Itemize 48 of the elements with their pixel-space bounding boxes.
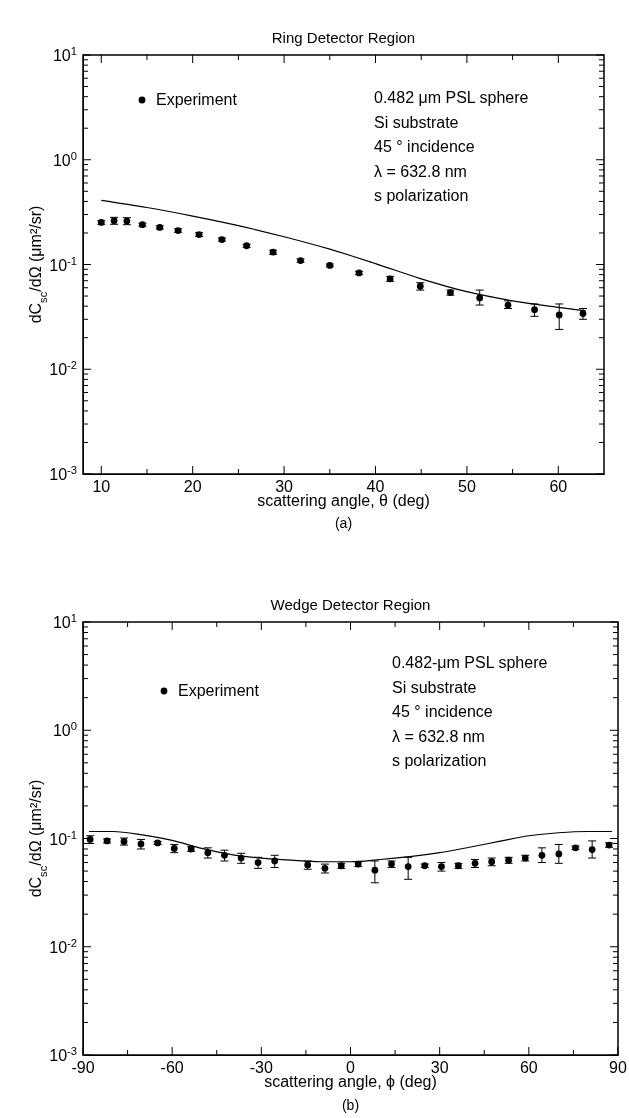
- legend-label: Experiment: [178, 682, 260, 699]
- annotation: λ = 632.8 nm: [392, 727, 485, 745]
- point: [555, 850, 563, 858]
- x-tick-label: 20: [183, 478, 202, 495]
- y-tick-label: 10$^{0}$: [52, 149, 77, 169]
- annotation: 45 ° incidence: [392, 703, 493, 720]
- x-tick-label: 40: [366, 478, 385, 495]
- x-tick-label: 90: [609, 1059, 627, 1076]
- point: [588, 846, 596, 853]
- text: (a): [334, 515, 353, 531]
- y-tick-label: 10$^{-3}$: [49, 464, 77, 483]
- legend: Experiment: [138, 91, 237, 108]
- annotation: Si substrate: [374, 113, 459, 131]
- x-tick-label: 30: [275, 478, 294, 495]
- x-tick-label: 60: [519, 1059, 538, 1076]
- y-tick-label: 10$^{1}$: [52, 612, 77, 631]
- x-axis-title: scattering angle, ϕ (deg): [264, 1073, 437, 1090]
- y-tick-label: 10$^{-2}$: [49, 359, 77, 379]
- annotation: 0.482-μm PSL sphere: [392, 654, 548, 671]
- x-tick-label: -30: [249, 1059, 273, 1076]
- x-tick-label: 50: [458, 478, 476, 495]
- legend: Experiment: [160, 682, 259, 699]
- x-axis-title: scattering angle, θ (deg): [257, 492, 430, 509]
- x-tick-label: 10: [92, 478, 111, 495]
- annotation: Si substrate: [392, 678, 477, 696]
- y-tick-label: 10$^{-1}$: [49, 254, 77, 274]
- annotation: 0.482 μm PSL sphere: [374, 89, 529, 106]
- text: (b): [341, 1097, 360, 1113]
- annotation: 45 ° incidence: [374, 138, 475, 155]
- point: [555, 311, 563, 319]
- chart-title: Ring Detector Region: [271, 29, 416, 46]
- annotation: s polarization: [392, 752, 487, 769]
- x-tick-label: 0: [346, 1059, 356, 1076]
- chart-title: Wedge Detector Region: [270, 596, 431, 613]
- y-tick-label: 10$^{1}$: [52, 45, 77, 64]
- annotation: s polarization: [374, 187, 469, 204]
- point: [371, 866, 379, 874]
- point: [538, 851, 546, 859]
- point: [404, 863, 412, 870]
- annotation: λ = 632.8 nm: [374, 162, 467, 180]
- y-tick-label: 10$^{0}$: [52, 720, 77, 740]
- x-tick-label: -60: [160, 1059, 184, 1076]
- x-tick-label: 60: [549, 478, 568, 495]
- legend-label: Experiment: [156, 91, 238, 108]
- y-tick-label: 10$^{-2}$: [49, 936, 77, 956]
- x-tick-label: 30: [430, 1059, 449, 1076]
- point: [476, 294, 484, 302]
- y-tick-label: 10$^{-1}$: [49, 828, 77, 848]
